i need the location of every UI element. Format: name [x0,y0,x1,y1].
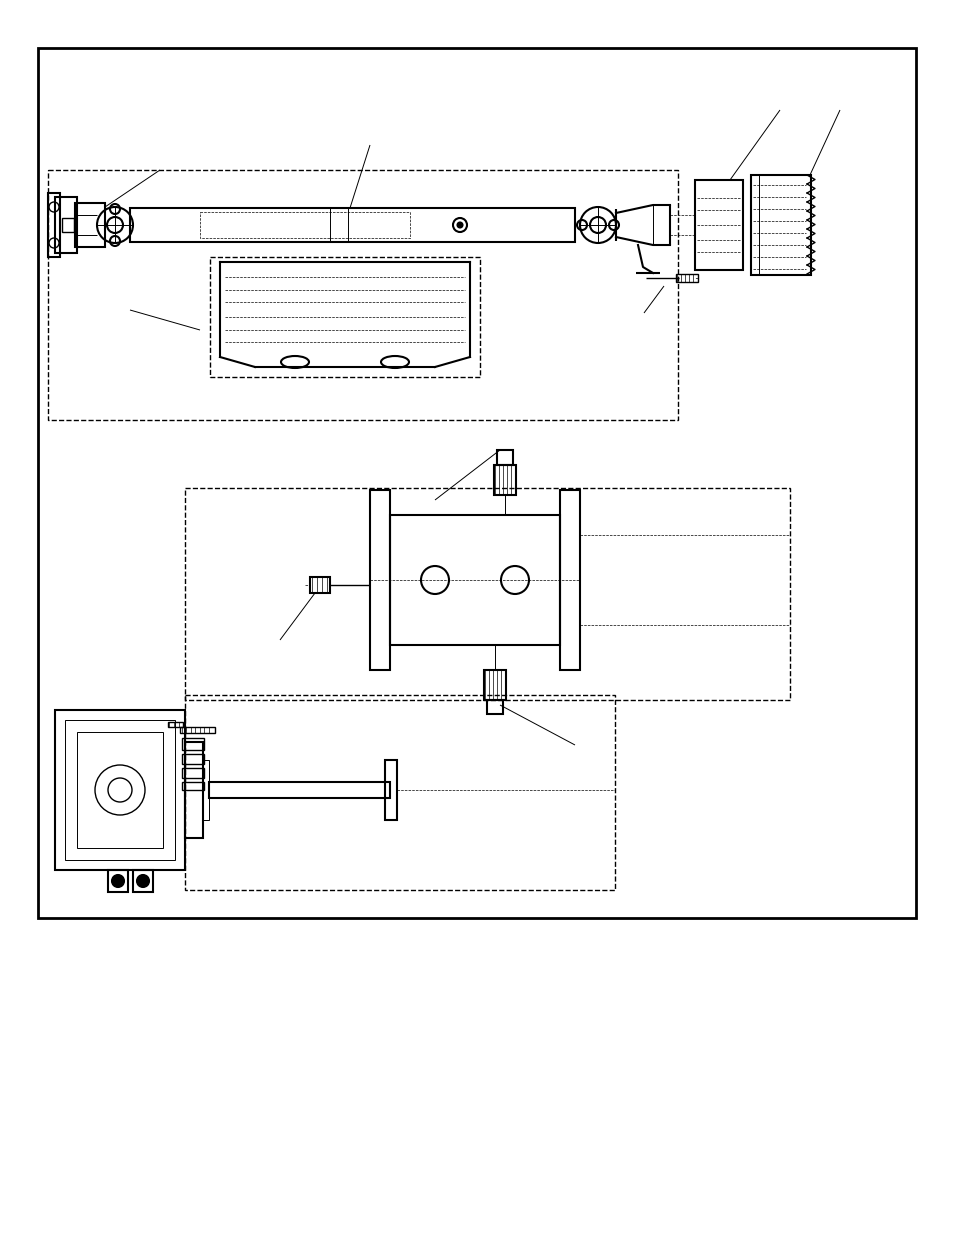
Bar [494,466,516,495]
Bar [210,257,479,377]
Bar [200,212,410,238]
Bar [65,720,174,860]
Bar [38,48,915,918]
Bar [48,193,60,257]
Bar [559,490,579,671]
Bar [182,782,204,790]
Bar [108,869,128,892]
Bar [486,700,502,714]
Bar [203,760,209,820]
Bar [130,207,575,242]
Bar [75,203,105,247]
Circle shape [112,876,124,887]
Bar [209,782,390,798]
Bar [168,722,183,727]
Circle shape [137,876,149,887]
Bar [750,175,810,275]
Bar [182,755,204,764]
Bar [55,198,77,253]
Bar [132,869,152,892]
Bar [48,170,678,420]
Bar [185,695,615,890]
Bar [483,671,505,700]
Bar [180,727,214,734]
Bar [676,274,698,282]
Bar [695,180,742,270]
Circle shape [457,222,462,227]
Bar [182,739,204,750]
Bar [55,710,185,869]
Bar [497,450,513,466]
Bar [370,490,390,671]
Bar [185,742,203,839]
Bar [77,732,163,848]
Bar [390,515,559,645]
Bar [385,760,396,820]
Bar [310,577,330,593]
Bar [185,488,789,700]
Bar [62,219,74,232]
Bar [182,768,204,778]
